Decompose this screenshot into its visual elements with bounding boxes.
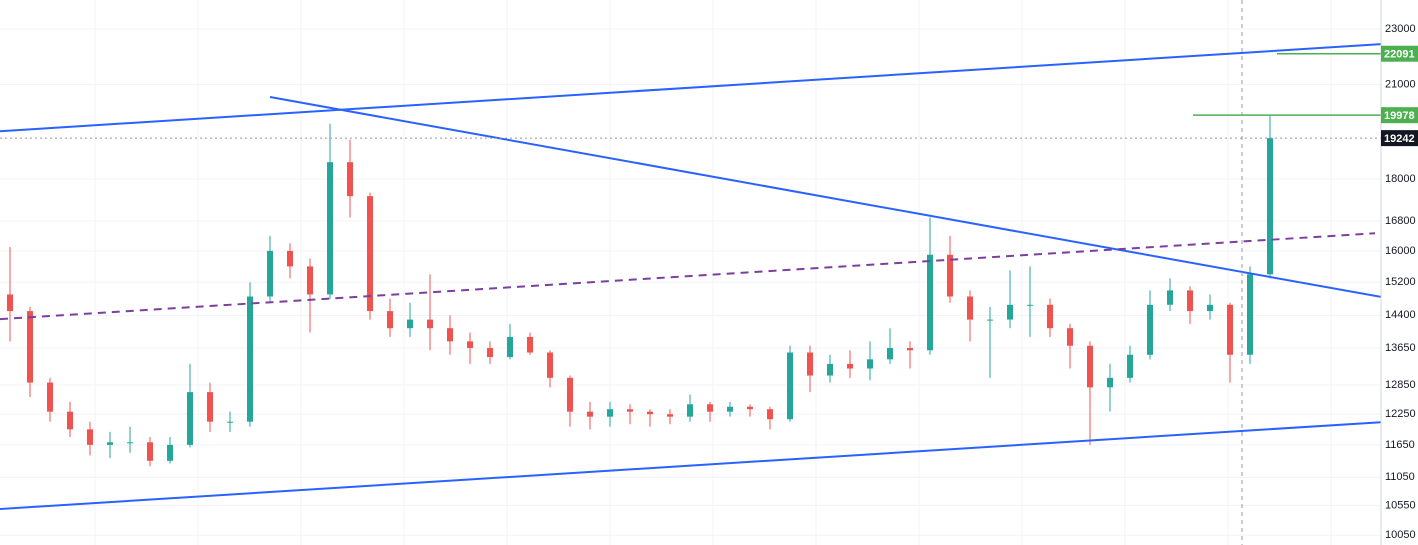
candle-body <box>447 328 453 342</box>
candle-body <box>927 254 933 351</box>
plot-area <box>0 43 1381 510</box>
candle-body <box>1167 290 1173 305</box>
candle-body <box>687 404 693 417</box>
candle-body <box>267 250 273 297</box>
trend-line <box>0 232 1376 321</box>
candle-body <box>787 352 793 420</box>
candle-body <box>307 266 313 295</box>
y-tick-label: 23000 <box>1385 23 1416 35</box>
axis-labels: 23000 21000 18000 16800 16000 15200 14400 13650… <box>1381 23 1418 541</box>
y-tick-label: 18000 <box>1385 173 1416 185</box>
candle-body <box>1187 290 1193 312</box>
trend-line <box>269 96 1381 298</box>
candle-body <box>7 294 13 312</box>
candle-body <box>287 250 293 267</box>
candle-body <box>67 411 73 430</box>
candle-body <box>607 409 613 417</box>
candle-body <box>627 409 633 412</box>
candle-body <box>1107 377 1113 388</box>
price-tag <box>1381 45 1418 62</box>
candle-body <box>527 336 533 353</box>
candle-body <box>827 363 833 376</box>
candle-body <box>647 411 653 415</box>
candle-body <box>987 319 993 321</box>
candle-body <box>347 162 353 197</box>
candle-body <box>207 392 213 422</box>
y-tick-label: 21000 <box>1385 79 1416 91</box>
y-tick-label: 14400 <box>1385 309 1416 321</box>
candle-body <box>1067 328 1073 346</box>
candle-body <box>247 296 253 422</box>
candle-body <box>1027 304 1033 306</box>
price-axis <box>1381 0 1418 545</box>
y-tick-label: 11050 <box>1385 471 1415 483</box>
candle-body <box>1207 304 1213 312</box>
y-tick-label: 15200 <box>1385 276 1416 288</box>
candle-body <box>87 429 93 445</box>
candle-body <box>487 348 493 358</box>
y-tick-label: 10050 <box>1385 529 1416 541</box>
y-tick-label: 13650 <box>1385 342 1416 354</box>
candle-body <box>887 348 893 360</box>
candle-body <box>367 196 373 312</box>
candle-body <box>1047 304 1053 329</box>
last-price-tag <box>1381 130 1418 147</box>
candle-body <box>467 341 473 349</box>
y-tick-label: 16000 <box>1385 245 1416 257</box>
candle-body <box>127 442 133 444</box>
price-tag-label: 22091 <box>1384 49 1415 61</box>
grid <box>0 0 1381 545</box>
y-tick-label: 10550 <box>1385 499 1416 511</box>
candle-body <box>727 406 733 412</box>
candle-body <box>1247 274 1253 355</box>
candle-body <box>547 352 553 378</box>
candle-body <box>1227 304 1233 355</box>
y-tick-label: 16800 <box>1385 215 1416 227</box>
y-tick-label: 11650 <box>1385 439 1415 451</box>
y-tick-label: 12250 <box>1385 408 1416 420</box>
candle-body <box>47 382 53 412</box>
candle-body <box>1127 354 1133 378</box>
last-price-label: 19242 <box>1384 133 1415 145</box>
candle-body <box>407 319 413 329</box>
candle-body <box>867 359 873 369</box>
candle-body <box>167 444 173 461</box>
candle-body <box>847 363 853 369</box>
price-tag <box>1381 107 1418 124</box>
candle-body <box>27 311 33 383</box>
candle-body <box>947 254 953 297</box>
y-tick-label: 12850 <box>1385 379 1416 391</box>
candle-body <box>1147 304 1153 355</box>
candle-body <box>807 352 813 376</box>
candle-body <box>707 404 713 412</box>
price-tag-label: 19978 <box>1384 110 1415 122</box>
candle-body <box>427 319 433 329</box>
candle-body <box>767 409 773 420</box>
candle-body <box>567 377 573 412</box>
trend-line <box>0 421 1381 510</box>
candle-body <box>387 311 393 329</box>
candle-body <box>327 162 333 295</box>
candle-body <box>1007 304 1013 320</box>
candle-body <box>107 442 113 445</box>
candle-body <box>187 392 193 445</box>
trend-line <box>0 43 1381 133</box>
candle-body <box>1087 345 1093 388</box>
candle-body <box>227 421 233 423</box>
candle-body <box>147 442 153 461</box>
candle-body <box>667 414 673 417</box>
candle-body <box>747 406 753 410</box>
candle-body <box>1267 138 1273 275</box>
candle-body <box>507 336 513 358</box>
candle-body <box>907 348 913 351</box>
candle-body <box>587 411 593 417</box>
candle-body <box>967 296 973 320</box>
